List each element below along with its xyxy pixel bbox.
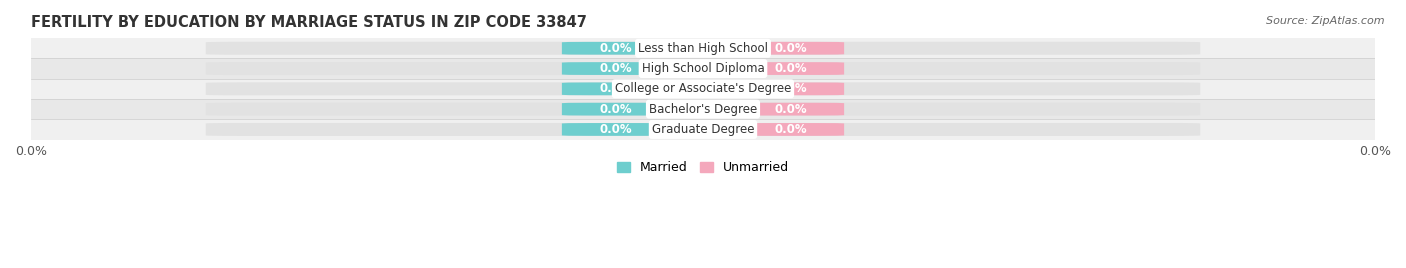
- Text: 0.0%: 0.0%: [599, 62, 631, 75]
- FancyBboxPatch shape: [205, 82, 1201, 95]
- FancyBboxPatch shape: [737, 83, 844, 95]
- FancyBboxPatch shape: [562, 42, 669, 55]
- Bar: [31, 38, 1375, 58]
- FancyBboxPatch shape: [562, 123, 669, 136]
- Bar: [31, 79, 1375, 99]
- Text: 0.0%: 0.0%: [775, 82, 807, 95]
- FancyBboxPatch shape: [562, 62, 669, 75]
- Text: 0.0%: 0.0%: [775, 42, 807, 55]
- FancyBboxPatch shape: [737, 123, 844, 136]
- FancyBboxPatch shape: [205, 123, 1201, 136]
- Legend: Married, Unmarried: Married, Unmarried: [612, 156, 794, 179]
- Text: Bachelor's Degree: Bachelor's Degree: [650, 103, 756, 116]
- Text: 0.0%: 0.0%: [775, 103, 807, 116]
- FancyBboxPatch shape: [562, 103, 669, 116]
- Text: 0.0%: 0.0%: [599, 103, 631, 116]
- Bar: [31, 99, 1375, 119]
- Text: 0.0%: 0.0%: [599, 82, 631, 95]
- Text: Graduate Degree: Graduate Degree: [652, 123, 754, 136]
- Text: Less than High School: Less than High School: [638, 42, 768, 55]
- Text: FERTILITY BY EDUCATION BY MARRIAGE STATUS IN ZIP CODE 33847: FERTILITY BY EDUCATION BY MARRIAGE STATU…: [31, 15, 586, 30]
- FancyBboxPatch shape: [205, 62, 1201, 75]
- FancyBboxPatch shape: [205, 103, 1201, 116]
- Text: 0.0%: 0.0%: [599, 123, 631, 136]
- Text: Source: ZipAtlas.com: Source: ZipAtlas.com: [1267, 16, 1385, 26]
- FancyBboxPatch shape: [562, 83, 669, 95]
- Text: High School Diploma: High School Diploma: [641, 62, 765, 75]
- Text: 0.0%: 0.0%: [599, 42, 631, 55]
- Text: College or Associate's Degree: College or Associate's Degree: [614, 82, 792, 95]
- Bar: [31, 119, 1375, 140]
- FancyBboxPatch shape: [737, 42, 844, 55]
- Text: 0.0%: 0.0%: [775, 123, 807, 136]
- FancyBboxPatch shape: [737, 103, 844, 116]
- Bar: [31, 58, 1375, 79]
- FancyBboxPatch shape: [737, 62, 844, 75]
- Text: 0.0%: 0.0%: [775, 62, 807, 75]
- FancyBboxPatch shape: [205, 42, 1201, 55]
